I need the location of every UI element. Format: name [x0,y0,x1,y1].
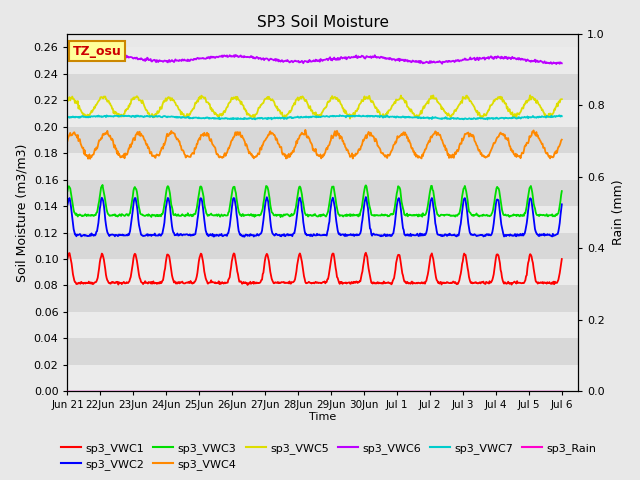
Bar [67,286,579,312]
X-axis label: Time: Time [309,412,337,422]
Y-axis label: Soil Moisture (m3/m3): Soil Moisture (m3/m3) [15,144,28,282]
Bar [67,259,579,286]
Bar [67,365,579,391]
Bar [67,153,579,180]
Legend: sp3_VWC1, sp3_VWC2, sp3_VWC3, sp3_VWC4, sp3_VWC5, sp3_VWC6, sp3_VWC7, sp3_Rain: sp3_VWC1, sp3_VWC2, sp3_VWC3, sp3_VWC4, … [57,438,601,474]
Bar [67,127,579,153]
Bar [67,312,579,338]
Bar [67,232,579,259]
Bar [67,100,579,127]
Text: TZ_osu: TZ_osu [72,45,122,58]
Bar [67,180,579,206]
Bar [67,206,579,232]
Y-axis label: Rain (mm): Rain (mm) [612,180,625,245]
Bar [67,73,579,100]
Bar [67,47,579,73]
Bar [67,338,579,365]
Title: SP3 Soil Moisture: SP3 Soil Moisture [257,15,389,30]
